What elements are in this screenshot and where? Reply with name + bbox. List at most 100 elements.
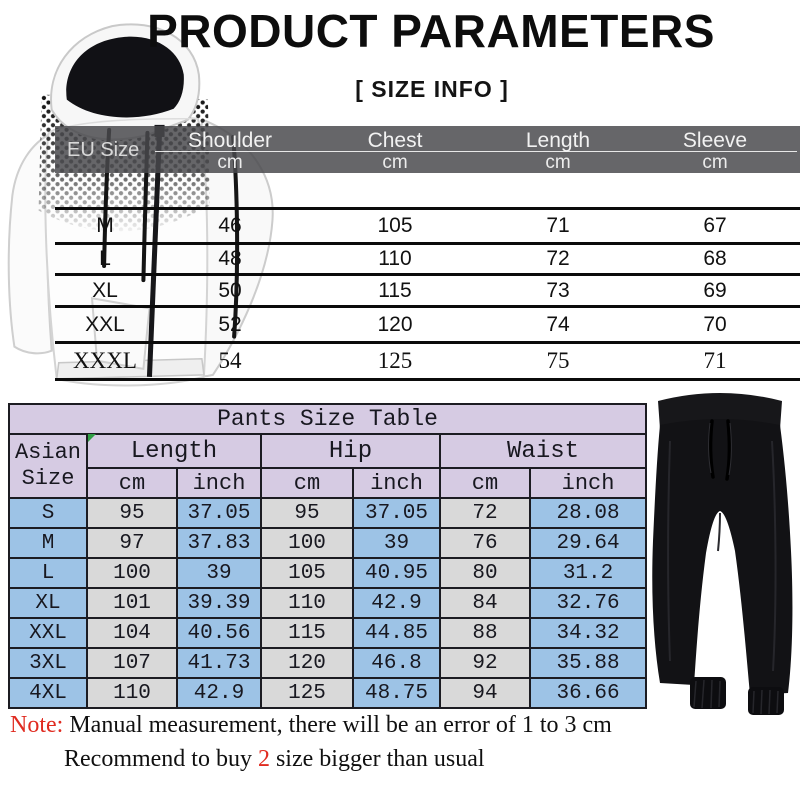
length-value: 73 xyxy=(546,278,570,302)
hip-inch: 46.8 xyxy=(352,647,441,679)
note-highlight: 2 xyxy=(257,746,270,772)
size-value: XXL xyxy=(85,312,125,336)
hip-cm: 120 xyxy=(260,647,354,679)
note-text-2-prefix: Recommend to buy xyxy=(64,746,258,772)
page-title: PRODUCT PARAMETERS xyxy=(147,5,715,57)
waist-inch: 31.2 xyxy=(528,557,648,589)
unit-label: cm xyxy=(702,152,728,173)
length-cm: 107 xyxy=(86,647,178,679)
eu-size-table-header: EU Size Shoulder Chest Length Sleeve cm … xyxy=(55,126,800,173)
column-header-length: Length xyxy=(525,129,591,152)
header-divider-line xyxy=(155,151,797,152)
asian-size-line1: Asian xyxy=(14,440,81,465)
note-text-1: Manual measurement, there will be an err… xyxy=(69,712,612,738)
waist-cm: 94 xyxy=(439,677,531,709)
waist-cm: 84 xyxy=(439,587,531,619)
length-cm: 95 xyxy=(86,497,178,529)
shoulder-value: 46 xyxy=(218,214,242,237)
waist-inch: 34.32 xyxy=(528,617,648,649)
table-row: M 46 105 71 67 xyxy=(55,207,800,242)
size-value: XL xyxy=(92,278,118,302)
length-value: 72 xyxy=(546,247,570,270)
waist-cm: 76 xyxy=(439,527,531,559)
table-row: XXL 52 120 74 70 xyxy=(55,305,800,341)
hip-cm: 115 xyxy=(260,617,354,649)
waist-cm: 88 xyxy=(439,617,531,649)
sub-header-cm: cm xyxy=(260,467,354,499)
length-inch: 39.39 xyxy=(176,587,262,619)
waist-cm: 80 xyxy=(439,557,531,589)
length-inch: 37.05 xyxy=(176,497,262,529)
table-row: L 100 39 105 40.95 80 31.2 xyxy=(8,557,648,589)
waist-inch: 35.88 xyxy=(528,647,648,679)
asian-size-line2: Size xyxy=(21,466,75,491)
length-inch: 41.73 xyxy=(176,647,262,679)
column-header-chest: Chest xyxy=(367,129,423,152)
sub-header-cm: cm xyxy=(439,467,531,499)
hip-inch: 48.75 xyxy=(352,677,441,709)
sub-header-inch: inch xyxy=(528,467,648,499)
waist-inch: 28.08 xyxy=(528,497,648,529)
sleeve-value: 68 xyxy=(703,247,727,270)
column-header-sleeve: Sleeve xyxy=(682,129,748,152)
pants-table-title: Pants Size Table xyxy=(7,403,648,435)
sub-header-inch: inch xyxy=(176,467,262,499)
chest-value: 110 xyxy=(378,247,412,270)
length-cm: 97 xyxy=(86,527,178,559)
hip-cm: 100 xyxy=(260,527,354,559)
length-inch: 40.56 xyxy=(176,617,262,649)
column-header-shoulder: Shoulder xyxy=(187,129,273,152)
hip-cm: 105 xyxy=(260,557,354,589)
hip-cm: 110 xyxy=(260,587,354,619)
hip-inch: 39 xyxy=(352,527,441,559)
unit-label: cm xyxy=(545,152,571,173)
waist-cm: 92 xyxy=(439,647,531,679)
chest-value: 105 xyxy=(377,214,413,237)
pants-size-table: Pants Size Table Asian Size Length Hip W… xyxy=(7,403,648,709)
sleeve-value: 70 xyxy=(703,312,727,336)
size-value: L xyxy=(8,557,88,589)
size-value: S xyxy=(8,497,88,529)
eu-size-table-rows: M 46 105 71 67 L 48 110 72 68 XL 50 115 … xyxy=(55,207,800,381)
table-row: XXXL 54 125 75 71 xyxy=(55,341,800,381)
size-value: 4XL xyxy=(8,677,88,709)
table-row: L 48 110 72 68 xyxy=(55,242,800,273)
size-value: L xyxy=(99,247,111,270)
hip-inch: 40.95 xyxy=(352,557,441,589)
length-value: 71 xyxy=(546,214,570,237)
size-value: XXXL xyxy=(73,348,137,373)
size-value: M xyxy=(8,527,88,559)
table-row: XL 50 115 73 69 xyxy=(55,273,800,305)
chest-value: 125 xyxy=(377,348,413,373)
length-cm: 100 xyxy=(86,557,178,589)
pants-product-image xyxy=(652,393,793,715)
group-header-waist: Waist xyxy=(438,433,648,469)
length-inch: 42.9 xyxy=(176,677,262,709)
length-cm: 101 xyxy=(86,587,178,619)
table-row: 3XL 107 41.73 120 46.8 92 35.88 xyxy=(8,647,648,679)
sleeve-value: 67 xyxy=(703,214,727,237)
shoulder-value: 48 xyxy=(218,247,242,270)
hip-inch: 44.85 xyxy=(352,617,441,649)
excel-corner-marker-icon xyxy=(88,434,96,442)
sleeve-value: 71 xyxy=(703,348,727,373)
table-row: M 97 37.83 100 39 76 29.64 xyxy=(8,527,648,559)
group-header-hip: Hip xyxy=(260,433,441,469)
chest-value: 120 xyxy=(377,312,413,336)
size-value: XL xyxy=(8,587,88,619)
waist-inch: 32.76 xyxy=(528,587,648,619)
table-row: 4XL 110 42.9 125 48.75 94 36.66 xyxy=(8,677,648,709)
note-line-1: Note: Manual measurement, there will be … xyxy=(10,712,612,739)
hip-cm: 95 xyxy=(260,497,354,529)
shoulder-value: 50 xyxy=(218,278,242,302)
unit-label: cm xyxy=(382,152,408,173)
length-value: 75 xyxy=(546,348,570,373)
waist-inch: 29.64 xyxy=(528,527,648,559)
note-line-2: Recommend to buy 2 size bigger than usua… xyxy=(64,746,485,773)
hip-cm: 125 xyxy=(260,677,354,709)
hip-inch: 42.9 xyxy=(352,587,441,619)
hip-inch: 37.05 xyxy=(352,497,441,529)
chest-value: 115 xyxy=(378,278,412,302)
unit-label: cm xyxy=(217,152,243,173)
sleeve-value: 69 xyxy=(703,278,727,302)
